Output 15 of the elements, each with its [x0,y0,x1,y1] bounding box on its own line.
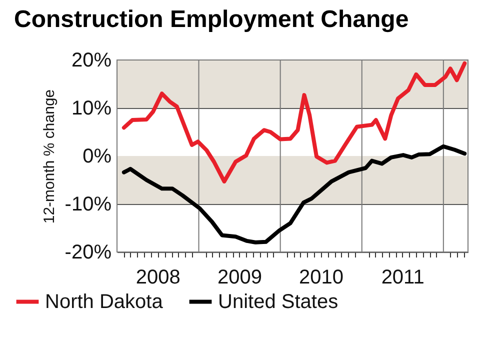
x-tick-label: 2011 [381,266,424,288]
x-tick-label: 2008 [136,266,180,288]
y-tick-label: -10% [64,194,112,216]
y-tick-label: 10% [71,98,112,120]
x-tick-label: 2010 [299,266,344,288]
x-tick-label: 2009 [217,266,262,288]
legend-label: United States [218,290,338,313]
chart-title: Construction Employment Change [14,6,409,33]
y-tick-label: 20% [71,50,112,72]
y-axis-title: 12-month % change [40,89,58,224]
y-tick-label: 0% [82,146,112,168]
line-series [122,144,467,244]
line-series [122,61,467,184]
legend-label: North Dakota [45,290,164,313]
y-tick-label: -20% [64,242,112,264]
